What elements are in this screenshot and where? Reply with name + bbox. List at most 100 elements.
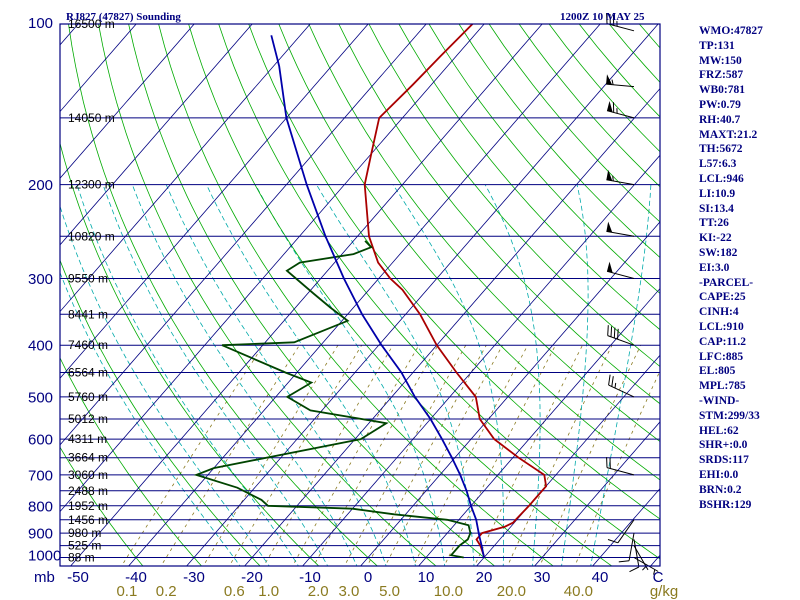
temperature-label: 0: [364, 569, 372, 586]
dry-adiabats: [60, 24, 660, 566]
barb-staff: [608, 384, 635, 398]
isotherm: [244, 87, 660, 566]
index-value: CINH:4: [699, 306, 739, 319]
moist-adiabat: [102, 184, 329, 566]
dry-adiabat: [338, 24, 660, 405]
mixing-ratio-label: 20.0: [497, 583, 526, 600]
wind-barbs: [606, 13, 659, 575]
isotherm: [60, 24, 253, 246]
isotherm: [128, 24, 601, 566]
index-value: WMO:47827: [699, 25, 763, 37]
mixing-ratio-label: 2.0: [308, 583, 329, 600]
barb-staff: [606, 467, 635, 476]
wind-barb: [607, 325, 635, 346]
isotherm: [60, 24, 311, 313]
index-value: FRZ:587: [699, 69, 744, 82]
pressure-label: 700: [28, 467, 53, 484]
index-value: LFC:885: [699, 350, 744, 363]
height-label: 10820 m: [68, 229, 115, 243]
height-label: 4311 m: [68, 432, 107, 446]
barb-pennant: [607, 261, 613, 273]
dry-adiabat: [60, 141, 320, 566]
isotherm: [534, 421, 660, 566]
pressure-label: 900: [28, 526, 53, 543]
dry-adiabat: [458, 24, 660, 259]
mixing-ratio-label: 3.0: [338, 583, 359, 600]
wind-barb: [606, 457, 635, 476]
plot-background: [60, 24, 660, 566]
wind-barb: [607, 519, 635, 544]
pressure-label: 800: [28, 498, 53, 515]
temperature-label: 30: [534, 569, 551, 586]
index-value: CAPE:25: [699, 291, 746, 304]
pressure-label: 600: [28, 432, 53, 449]
pressure-label: 100: [28, 15, 53, 32]
mixing-ratio-line: [366, 345, 487, 566]
moist-adiabat: [165, 184, 387, 566]
dry-adiabat: [368, 24, 660, 368]
parcel-profile: [270, 35, 485, 558]
mixing-ratio-line: [291, 344, 420, 566]
barb-half-flag: [611, 79, 614, 85]
isotherms: [60, 24, 660, 566]
barb-staff: [633, 557, 659, 572]
height-label: 7460 m: [68, 338, 108, 352]
height-label: 525 m: [68, 539, 101, 553]
mixing-ratio-line: [384, 345, 503, 566]
moist-adiabat: [255, 184, 446, 566]
barb-flag: [617, 328, 619, 340]
index-value: EHI:0.0: [699, 468, 739, 481]
moist-adiabat: [484, 184, 541, 566]
temperature-label: 40: [592, 569, 609, 586]
temperature-label: C: [653, 569, 664, 586]
index-value: PW:0.79: [699, 98, 741, 111]
mixing-ratio-line: [263, 344, 394, 566]
mixing-ratio-line: [228, 344, 363, 566]
mixing-ratio-label: 40.0: [564, 583, 593, 600]
wind-barb: [606, 101, 635, 119]
mixing-ratio-line: [313, 344, 439, 566]
mixing-ratio-unit-label: g/kg: [650, 583, 678, 600]
index-value: RH:40.7: [699, 113, 741, 126]
mixing-ratio-line: [412, 345, 529, 566]
temperature-label: -30: [183, 569, 205, 586]
barb-pennant: [606, 169, 613, 181]
wind-barb: [633, 557, 659, 575]
index-value: -PARCEL-: [699, 276, 754, 289]
temperature-label: -20: [241, 569, 263, 586]
dry-adiabat: [98, 24, 437, 566]
moist-adiabat: [316, 184, 475, 566]
height-label: 1456 m: [68, 513, 108, 527]
isotherm: [476, 354, 660, 566]
dry-adiabat: [60, 446, 144, 566]
dry-adiabat: [428, 24, 660, 294]
index-value: EL:805: [699, 365, 736, 378]
wind-barb: [606, 74, 635, 88]
temperature-label: -10: [299, 569, 321, 586]
isotherm: [70, 24, 543, 566]
moist-adiabat: [206, 184, 416, 566]
barb-flag: [629, 566, 640, 573]
height-label: 14050 m: [68, 111, 115, 125]
index-value: LCL:946: [699, 172, 744, 185]
dry-adiabat: [398, 24, 660, 331]
station-title: RJ827 (47827) Sounding: [66, 11, 181, 23]
index-value: SHR+:0.0: [699, 439, 748, 452]
mixing-ratio-line: [539, 345, 642, 566]
index-value: MPL:785: [699, 380, 746, 393]
isotherm: [60, 24, 427, 446]
index-value: CAP:11.2: [699, 335, 746, 348]
isotherm: [302, 154, 660, 566]
index-value: LI:10.9: [699, 187, 736, 200]
wind-barb: [606, 221, 635, 237]
barb-flag: [607, 325, 609, 336]
dewpoint-profile: [193, 240, 472, 559]
index-value: SI:13.4: [699, 202, 734, 215]
moist-adiabat: [561, 184, 589, 566]
mixing-ratio-line: [160, 344, 300, 566]
mixing-ratio-label: 5.0: [379, 583, 400, 600]
pressure-label: 1000: [28, 548, 61, 565]
barb-flag: [613, 327, 616, 339]
barb-pennant: [607, 101, 613, 113]
